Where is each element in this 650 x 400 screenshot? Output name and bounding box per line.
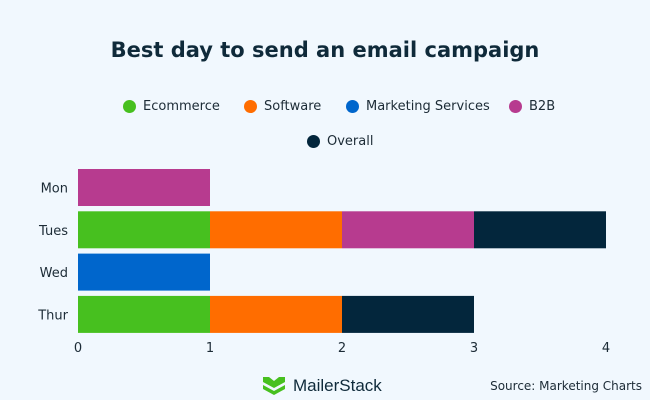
legend-item-software[interactable]: Software [244, 99, 321, 114]
category-label: Thur [37, 308, 68, 323]
legend-swatch [346, 100, 359, 113]
legend-item-overall[interactable]: Overall [307, 134, 373, 149]
legend-label: Marketing Services [366, 99, 490, 114]
legend-swatch [123, 100, 136, 113]
source-note: Source: Marketing Charts [490, 379, 642, 393]
bar-thur-ecommerce [78, 295, 210, 333]
bar-tues-b2b [342, 211, 474, 249]
bar-tues-ecommerce [78, 211, 210, 249]
category-label: Mon [41, 182, 68, 197]
legend-label: Overall [327, 134, 374, 149]
legend-swatch [509, 100, 522, 113]
x-tick-label: 3 [470, 341, 478, 356]
legend-swatch [244, 100, 257, 113]
x-tick-label: 0 [74, 341, 82, 356]
legend-item-b2b[interactable]: B2B [509, 99, 555, 114]
category-label: Tues [38, 224, 68, 239]
category-label: Wed [40, 266, 68, 281]
bar-mon-b2b [78, 169, 210, 206]
bar-tues-overall [474, 211, 606, 249]
logo-icon [263, 377, 285, 395]
legend-label: Software [264, 99, 322, 114]
legend-label: B2B [529, 99, 556, 114]
x-tick-label: 2 [338, 341, 346, 356]
mailerstack-logo: MailerStack [263, 376, 382, 396]
bar-tues-software [210, 211, 342, 249]
bar-thur-overall [342, 295, 474, 333]
bar-wed-marketing-services [78, 253, 210, 291]
bar-thur-software [210, 295, 342, 333]
legend-item-ecommerce[interactable]: Ecommerce [123, 99, 220, 114]
legend-swatch [307, 135, 320, 148]
chart-title: Best day to send an email campaign [110, 38, 540, 62]
legend-item-marketing-services[interactable]: Marketing Services [346, 99, 490, 114]
logo-text: MailerStack [293, 376, 382, 395]
x-tick-label: 1 [206, 341, 214, 356]
x-tick-label: 4 [602, 341, 610, 356]
legend-label: Ecommerce [143, 99, 220, 114]
